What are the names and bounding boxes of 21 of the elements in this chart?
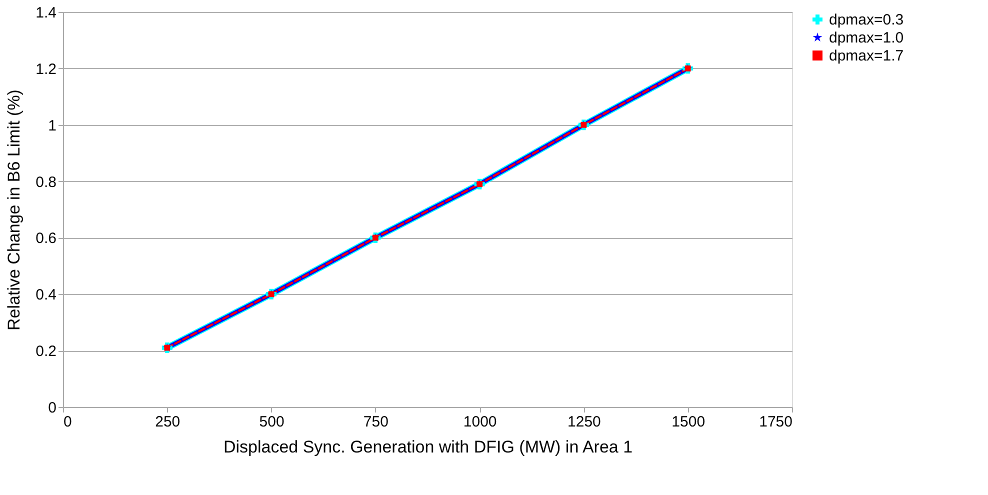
y-tick-label: 1.2: [36, 60, 56, 78]
y-tick-label: 1: [48, 117, 56, 134]
y-tick-label: 0.6: [36, 230, 56, 248]
legend-label: dpmax=1.0: [829, 30, 904, 46]
x-tick-label: 500: [259, 414, 284, 430]
y-tick-label: 1.4: [36, 4, 56, 22]
x-tick-label: 1000: [463, 414, 497, 430]
y-axis-title: Relative Change in B6 Limit (%): [4, 90, 24, 330]
x-tick-label: 750: [363, 414, 388, 430]
y-tick-label: 0: [48, 400, 56, 416]
y-tick-label: 0.4: [36, 286, 56, 304]
x-tick-label: 1500: [672, 414, 706, 430]
y-tick-label: 0.8: [36, 174, 56, 191]
x-tick-label: 1250: [568, 414, 601, 430]
legend-label: dpmax=0.3: [829, 12, 904, 28]
x-axis-title: Displaced Sync. Generation with DFIG (MW) in Area 1: [223, 438, 633, 456]
x-tick-label: 1750: [759, 414, 792, 430]
legend-label: dpmax=1.7: [829, 48, 904, 64]
x-tick-label: 250: [155, 414, 180, 430]
x-tick-label: 0: [64, 414, 72, 430]
y-tick-label: 0.2: [36, 343, 56, 360]
